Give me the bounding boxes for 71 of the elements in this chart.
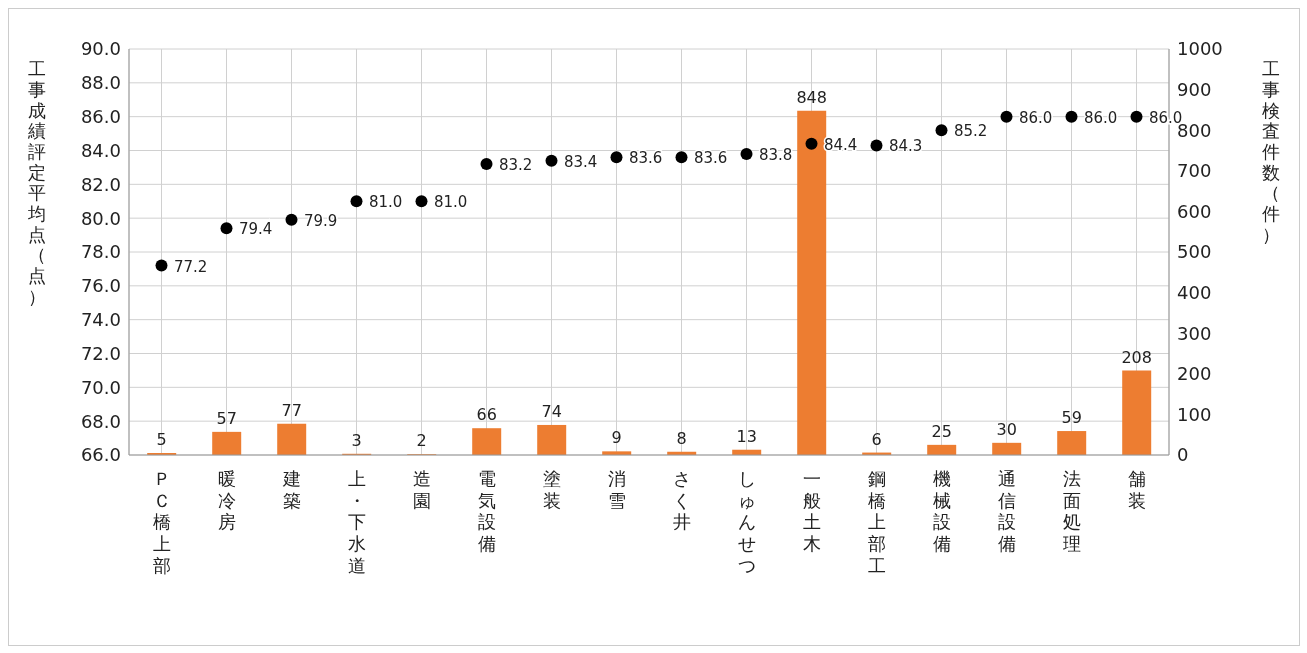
data-label: 848	[796, 87, 827, 107]
data-label: 86.0	[1019, 108, 1053, 127]
y2-tick-label: 900	[1177, 78, 1212, 100]
data-label: 81.0	[369, 193, 403, 212]
data-label: 81.0	[434, 193, 468, 212]
data-label: 208	[1121, 347, 1152, 367]
data-label: 83.2	[499, 156, 533, 175]
x-tick-label: 上・下水道	[347, 468, 366, 576]
y2-tick-label: 400	[1177, 281, 1212, 303]
y-tick-label: 78.0	[80, 241, 121, 263]
y2-tick-label: 100	[1177, 403, 1212, 425]
data-label: 8	[676, 428, 687, 448]
y-tick-label: 76.0	[80, 275, 121, 297]
y2-tick-label: 500	[1177, 241, 1212, 263]
text: 工事検査件数（件）	[1262, 58, 1280, 245]
data-label: 77	[281, 400, 302, 420]
data-label: 59	[1061, 408, 1082, 428]
y-tick-label: 88.0	[80, 72, 121, 94]
data-label: 13	[736, 426, 757, 446]
y2-tick-label: 700	[1177, 160, 1212, 182]
data-label: 9	[611, 428, 622, 448]
y2-tick-label: 0	[1177, 444, 1189, 466]
y-tick-label: 90.0	[80, 38, 121, 60]
data-label: 83.8	[759, 145, 793, 164]
y-tick-label: 68.0	[80, 410, 121, 432]
x-tick-label: さく井	[672, 468, 691, 533]
x-tick-label: しゅんせつ	[737, 468, 756, 576]
data-label: 3	[351, 430, 362, 450]
y-tick-label: 72.0	[80, 342, 121, 364]
data-label: 86.0	[1084, 108, 1118, 127]
data-label: 85.2	[954, 122, 988, 141]
x-tick-label: 通信設備	[997, 468, 1016, 554]
x-tick-label: 造園	[412, 468, 431, 511]
y-tick-label: 66.0	[80, 444, 121, 466]
data-label: 66	[476, 405, 497, 425]
data-label: 74	[541, 401, 562, 421]
y-tick-label: 70.0	[80, 376, 121, 398]
x-tick-label: ＰＣ橋上部	[152, 468, 171, 576]
x-tick-label: 消雪	[607, 468, 626, 511]
data-label: 25	[931, 421, 952, 441]
data-label: 77.2	[174, 257, 208, 276]
data-label: 84.3	[889, 137, 923, 156]
data-label: 5	[156, 429, 167, 449]
data-label: 2	[416, 431, 427, 451]
x-tick-label: 電気設備	[477, 468, 496, 554]
x-tick-label: 機械設備	[932, 468, 951, 554]
y-tick-label: 86.0	[80, 106, 121, 128]
text: 工事成績評定平均点（点）	[28, 58, 46, 307]
data-label: 30	[996, 419, 1017, 439]
data-label: 83.6	[629, 149, 663, 168]
y2-tick-label: 200	[1177, 363, 1212, 385]
y2-tick-label: 600	[1177, 200, 1212, 222]
x-tick-label: 鋼橋上部工	[867, 468, 886, 576]
x-tick-label: 暖冷房	[217, 468, 236, 533]
y2-tick-label: 1000	[1177, 38, 1223, 60]
y-tick-label: 80.0	[80, 207, 121, 229]
x-tick-label: 塗装	[542, 468, 561, 511]
data-label: 79.9	[304, 211, 338, 230]
data-label: 6	[871, 429, 882, 449]
x-tick-label: 法面処理	[1062, 468, 1081, 554]
y-tick-label: 82.0	[80, 173, 121, 195]
y-tick-label: 74.0	[80, 309, 121, 331]
data-label: 83.6	[694, 149, 728, 168]
data-label: 57	[216, 408, 237, 428]
x-tick-label: 一般土木	[802, 468, 821, 554]
data-label: 79.4	[239, 220, 273, 239]
x-tick-label: 舗装	[1127, 468, 1146, 511]
data-label: 83.4	[564, 152, 598, 171]
y2-tick-label: 300	[1177, 322, 1212, 344]
y-tick-label: 84.0	[80, 139, 121, 161]
x-tick-label: 建築	[281, 468, 301, 511]
